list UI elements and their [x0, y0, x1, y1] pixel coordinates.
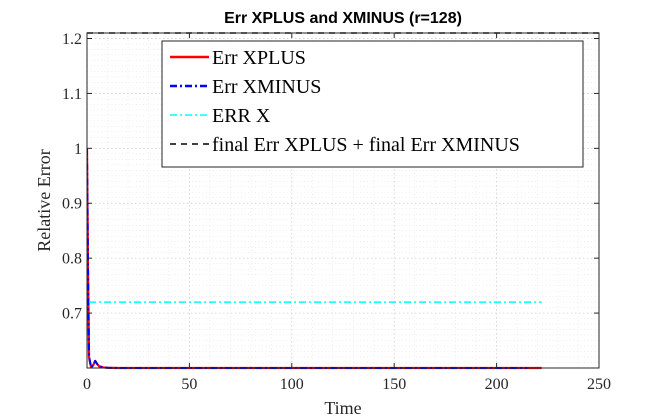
y-tick-label: 0.8: [62, 251, 82, 268]
legend-box: [161, 40, 584, 168]
x-tick-label: 50: [181, 376, 197, 393]
y-tick-label: 1.1: [62, 86, 82, 103]
x-tick-label: 150: [382, 376, 406, 393]
x-axis-ticks: 0 50 100 150 200 250: [83, 33, 611, 393]
legend-label-3: ERR X: [212, 105, 271, 127]
x-tick-label: 0: [83, 376, 91, 393]
y-tick-label: 0.9: [62, 196, 82, 213]
y-tick-label: 0.7: [62, 306, 82, 323]
x-tick-label: 100: [280, 376, 304, 393]
y-tick-label: 1: [74, 141, 82, 158]
plot-frame: [86, 32, 600, 369]
y-axis-label: Relative Error: [34, 149, 54, 251]
legend-label-4: final Err XPLUS + final Err XMINUS: [212, 134, 520, 156]
legend-label-1: Err XPLUS: [212, 47, 306, 69]
y-tick-label: 1.2: [62, 31, 82, 48]
y-axis-ticks: 0.7 0.8 0.9 1 1.1 1.2: [62, 31, 599, 323]
chart-title: Err XPLUS and XMINUS (r=128): [224, 10, 462, 27]
x-tick-label: 200: [485, 376, 509, 393]
x-axis-label: Time: [324, 398, 361, 418]
x-tick-label: 250: [587, 376, 611, 393]
legend: Err XPLUS Err XMINUS ERR X final Err XPLUS …: [161, 40, 584, 168]
legend-label-2: Err XMINUS: [212, 76, 321, 98]
